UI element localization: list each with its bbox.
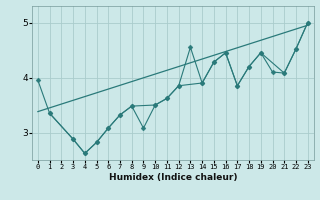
- X-axis label: Humidex (Indice chaleur): Humidex (Indice chaleur): [108, 173, 237, 182]
